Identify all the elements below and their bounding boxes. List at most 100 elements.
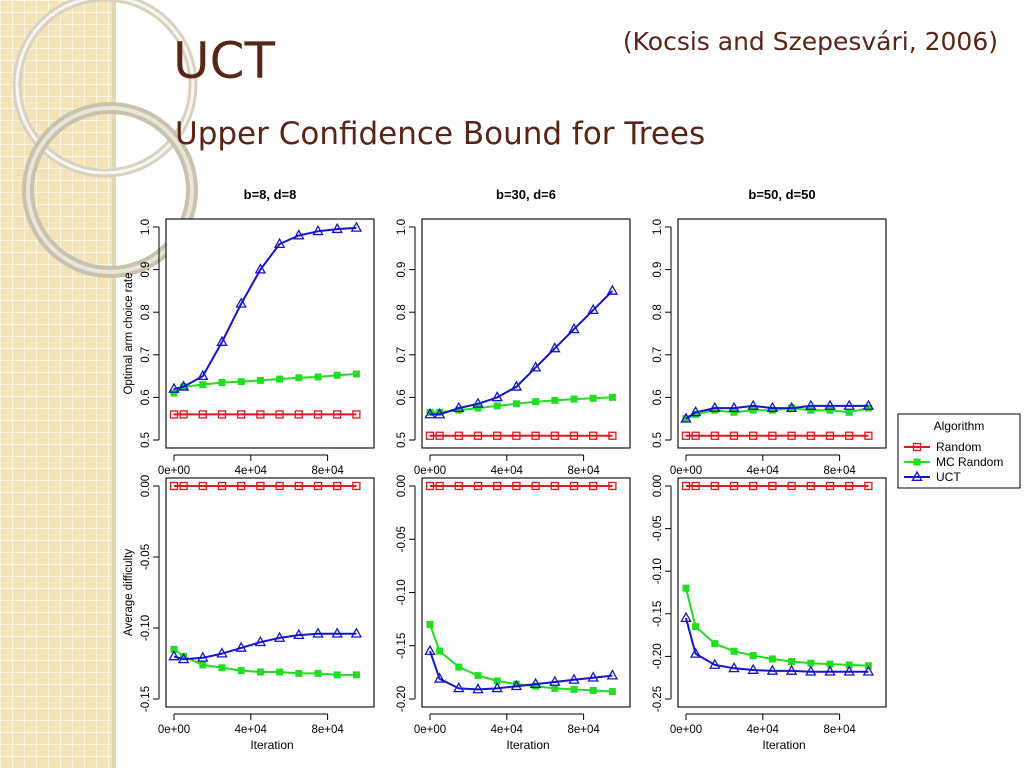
data-point-random <box>454 431 463 440</box>
decorative-rings <box>12 0 198 278</box>
y-tick-label: -0.10 <box>652 558 664 584</box>
x-tick-label: 8e+04 <box>311 465 344 477</box>
data-point-random <box>550 431 559 440</box>
data-point-random <box>681 431 691 440</box>
legend-label-uct: UCT <box>936 470 961 484</box>
data-point-uct <box>293 229 305 240</box>
x-tick-label: 8e+04 <box>311 724 344 736</box>
data-point-uct <box>766 664 779 675</box>
y-tick-label: 0.9 <box>652 262 664 278</box>
data-point-mc-random <box>436 647 444 655</box>
y-tick-label: 0.00 <box>396 475 408 497</box>
data-point-random <box>493 481 502 491</box>
data-point-uct <box>216 335 228 346</box>
data-point-uct <box>805 665 817 676</box>
data-point-uct <box>510 679 523 691</box>
data-point-uct <box>453 401 465 412</box>
data-point-mc-random <box>199 381 207 389</box>
column-title-3: b=50, d=50 <box>748 187 815 202</box>
column-title-2: b=30, d=6 <box>496 187 556 202</box>
y-tick-label: -0.15 <box>652 601 664 627</box>
data-point-random <box>237 481 246 491</box>
legend-marker-random <box>912 442 922 452</box>
data-point-random <box>275 481 284 491</box>
data-point-uct <box>177 380 190 391</box>
y-tick-label: 0.7 <box>140 347 152 363</box>
y-tick-label: -0.25 <box>652 686 664 712</box>
y-tick-label: 0.6 <box>396 389 408 405</box>
data-point-random <box>825 481 835 491</box>
data-point-mc-random <box>170 389 178 397</box>
panel-1-3: 0.5 0.6 0.7 0.8 0.9 1.0 0e+00 4e+04 8e+04 <box>652 218 887 477</box>
data-point-uct <box>254 635 267 647</box>
data-point-uct <box>293 628 305 640</box>
data-point-random <box>825 431 835 440</box>
data-point-uct <box>689 647 702 658</box>
data-point-uct <box>491 682 503 693</box>
data-point-random <box>845 431 854 440</box>
data-point-random <box>768 481 777 491</box>
data-point-uct <box>424 408 436 419</box>
y-tick-label: -0.20 <box>396 686 408 712</box>
data-point-random <box>313 481 323 491</box>
data-point-random <box>473 431 483 440</box>
data-point-random <box>681 481 691 491</box>
data-point-mc-random <box>768 655 776 663</box>
data-point-uct <box>785 401 798 412</box>
data-point-random <box>313 410 323 419</box>
panel-2-2: -0.20 -0.15 -0.10 -0.05 0.00 0e+00 4e+04 8e+04 <box>396 475 631 736</box>
data-point-uct <box>568 322 580 334</box>
y-tick-label: 0.00 <box>652 475 664 497</box>
data-point-mc-random <box>237 378 245 386</box>
xlabel-iteration-3: Iteration <box>762 738 805 752</box>
data-point-mc-random <box>682 584 690 592</box>
data-point-mc-random <box>295 669 303 677</box>
data-point-mc-random <box>570 685 578 693</box>
x-tick-label: 4e+04 <box>747 465 780 477</box>
y-tick-label: 0.5 <box>396 432 408 448</box>
slide-subtitle: Upper Confidence Bound for Trees <box>175 116 706 152</box>
data-point-uct <box>177 652 190 664</box>
data-point-uct <box>843 399 855 410</box>
data-point-random <box>493 431 502 440</box>
data-point-mc-random <box>532 398 540 406</box>
data-point-uct <box>433 672 446 683</box>
y-tick-label: 1.0 <box>396 219 408 235</box>
data-point-mc-random <box>570 395 578 403</box>
data-point-mc-random <box>826 406 834 414</box>
data-point-uct <box>549 675 561 686</box>
data-point-random <box>845 481 854 491</box>
data-point-random <box>729 431 739 440</box>
data-point-mc-random <box>352 671 360 679</box>
data-point-uct <box>510 380 523 391</box>
data-point-uct <box>785 664 798 675</box>
data-point-random <box>352 481 361 491</box>
data-point-mc-random <box>314 669 322 677</box>
data-point-random <box>275 410 284 419</box>
x-tick-label: 4e+04 <box>235 465 268 477</box>
y-tick-label: -0.10 <box>140 615 152 641</box>
y-tick-label: 0.8 <box>652 304 664 320</box>
panel-2-1: -0.15 -0.10 -0.05 0.00 0e+00 4e+04 8e+04 <box>140 475 375 736</box>
y-tick-label: 0.8 <box>396 304 408 320</box>
data-point-random <box>217 410 227 419</box>
data-point-uct <box>824 665 836 676</box>
y-tick-label: 0.5 <box>140 432 152 448</box>
x-tick-label: 0e+00 <box>670 724 702 736</box>
slide-title: UCT <box>173 32 276 90</box>
y-tick-label: 1.0 <box>652 219 664 235</box>
data-point-mc-random <box>589 686 597 694</box>
data-point-mc-random <box>474 672 482 680</box>
data-point-random <box>569 481 579 491</box>
data-point-uct <box>843 665 855 676</box>
plot-frame <box>165 477 375 708</box>
data-point-uct <box>472 683 484 694</box>
x-tick-label: 8e+04 <box>567 465 600 477</box>
data-point-uct <box>606 284 619 295</box>
y-tick-label: -0.10 <box>396 579 408 605</box>
data-point-random <box>198 410 207 419</box>
data-point-random <box>550 481 559 491</box>
data-point-random <box>333 481 342 491</box>
data-point-uct <box>331 222 343 234</box>
